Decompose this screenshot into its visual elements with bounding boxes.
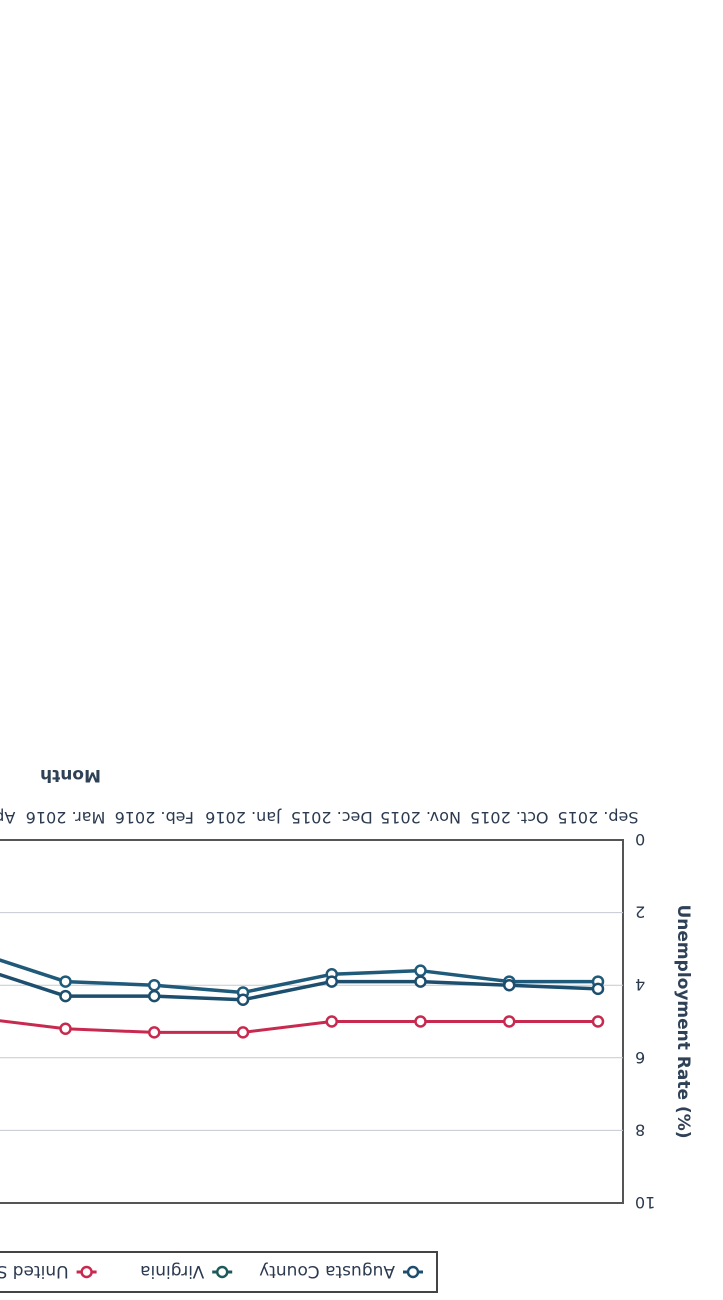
data-point — [325, 975, 338, 988]
legend-marker — [215, 1265, 229, 1279]
x-tick-label: Sep. 2015 — [557, 808, 638, 827]
data-point — [414, 1015, 427, 1028]
data-point — [59, 1022, 72, 1036]
data-point — [414, 964, 427, 977]
rotated-chart: 0 2 4 6 8 10 Sep. 2015 Oct. 2015 Nov. 2015 Dec. … — [0, 765, 693, 1293]
series-virginia — [0, 972, 605, 1006]
x-tick-label: Feb. 2016 — [115, 808, 194, 827]
y-tick-label: 2 — [635, 903, 645, 922]
x-tick-label: Nov. 2015 — [380, 808, 461, 827]
y-axis-label: Unemployment Rate (%) — [673, 904, 693, 1138]
data-point — [414, 975, 427, 988]
legend-label: Virginia — [140, 1261, 204, 1281]
legend-marker — [80, 1265, 93, 1279]
y-tick-label: 8 — [635, 1120, 645, 1139]
y-tick-label: 4 — [635, 975, 645, 994]
data-point — [591, 1015, 605, 1028]
y-tick-label: 10 — [635, 1193, 655, 1212]
legend-label: United States — [0, 1261, 69, 1281]
y-axis-ticks: 0 2 4 6 8 10 — [635, 830, 655, 1212]
x-tick-label: Dec. 2015 — [291, 808, 373, 827]
data-point — [59, 989, 72, 1003]
y-tick-label: 6 — [635, 1048, 645, 1067]
x-tick-label: Jan. 2016 — [205, 808, 282, 827]
data-point — [325, 1015, 338, 1028]
x-tick-label: Oct. 2015 — [470, 808, 549, 827]
data-point — [148, 989, 161, 1003]
series-united-states — [0, 1015, 605, 1039]
series-group — [0, 958, 605, 1039]
legend-label: Augusta County — [259, 1261, 395, 1281]
data-point — [503, 1015, 516, 1028]
x-tick-label: Apr. 2016 — [0, 808, 15, 827]
data-point — [503, 978, 516, 992]
y-tick-label: 0 — [635, 830, 645, 849]
legend-bottom: Augusta County Virginia United States — [0, 1251, 438, 1293]
legend-item: Virginia — [140, 1261, 233, 1281]
data-point — [148, 978, 161, 992]
x-tick-label: Mar. 2016 — [26, 808, 106, 827]
legend-item: United States — [0, 1261, 97, 1281]
x-axis-label: Month — [40, 765, 101, 785]
legend-marker — [406, 1265, 420, 1279]
data-point — [236, 993, 250, 1006]
data-point — [148, 1026, 161, 1039]
data-point — [591, 982, 605, 996]
data-point — [236, 1026, 250, 1039]
legend-item: Augusta County — [259, 1261, 423, 1281]
data-point — [59, 975, 72, 988]
x-axis-ticks: Sep. 2015 Oct. 2015 Nov. 2015 Dec. 2015 Jan.… — [0, 808, 639, 827]
